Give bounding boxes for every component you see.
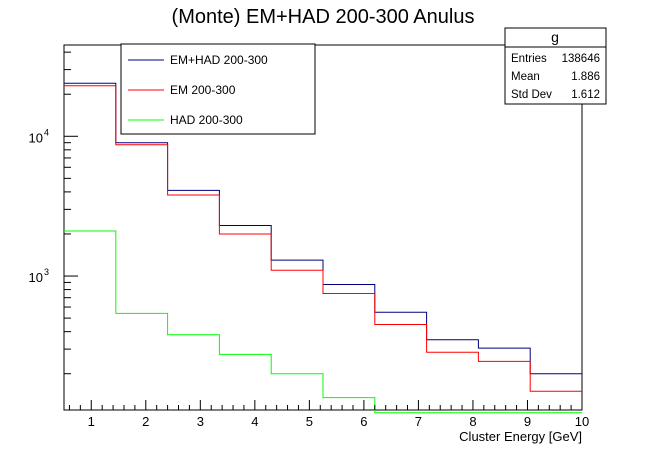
stats-stddev-label: Std Dev [511,89,552,101]
legend-label-had: HAD 200-300 [170,113,243,127]
stats-box: g Entries 138646 Mean 1.886 Std Dev 1.61… [504,27,607,105]
x-tick-label: 3 [197,414,204,429]
legend-label-em-had: EM+HAD 200-300 [170,53,268,67]
series-layer [64,82,582,414]
x-tick-label: 7 [415,414,422,429]
stats-title: g [551,29,559,45]
legend-box [120,43,316,135]
x-tick-label: 4 [251,414,258,429]
legend: EM+HAD 200-300 EM 200-300 HAD 200-300 [120,43,316,135]
stats-entries-label: Entries [511,53,547,65]
x-tick-label: 8 [469,414,476,429]
x-tick-label: 10 [575,414,589,429]
y-tick-exponent: 3 [44,267,49,277]
x-axis-label: Cluster Energy [GeV] [459,429,582,444]
stats-entries-value: 138646 [562,53,600,65]
x-tick-label: 5 [306,414,313,429]
chart-title: (Monte) EM+HAD 200-300 Anulus [172,6,475,28]
y-tick-label: 10 [29,130,43,145]
series-1-step-line [64,85,582,392]
x-tick-label: 9 [524,414,531,429]
stats-mean-value: 1.886 [571,71,600,83]
x-tick-label: 6 [360,414,367,429]
series-2-step-line [64,230,582,414]
plot-frame [63,44,583,411]
stats-mean-label: Mean [511,71,540,83]
legend-label-em: EM 200-300 [170,83,236,97]
x-axis: 1 2 3 4 5 6 7 8 9 10 [68,400,589,429]
y-tick-exponent: 4 [44,127,49,137]
x-tick-label: 1 [88,414,95,429]
stats-stddev-value: 1.612 [571,89,600,101]
y-tick-label: 10 [29,270,43,285]
x-tick-label: 2 [142,414,149,429]
stats-box-frame [504,27,607,105]
